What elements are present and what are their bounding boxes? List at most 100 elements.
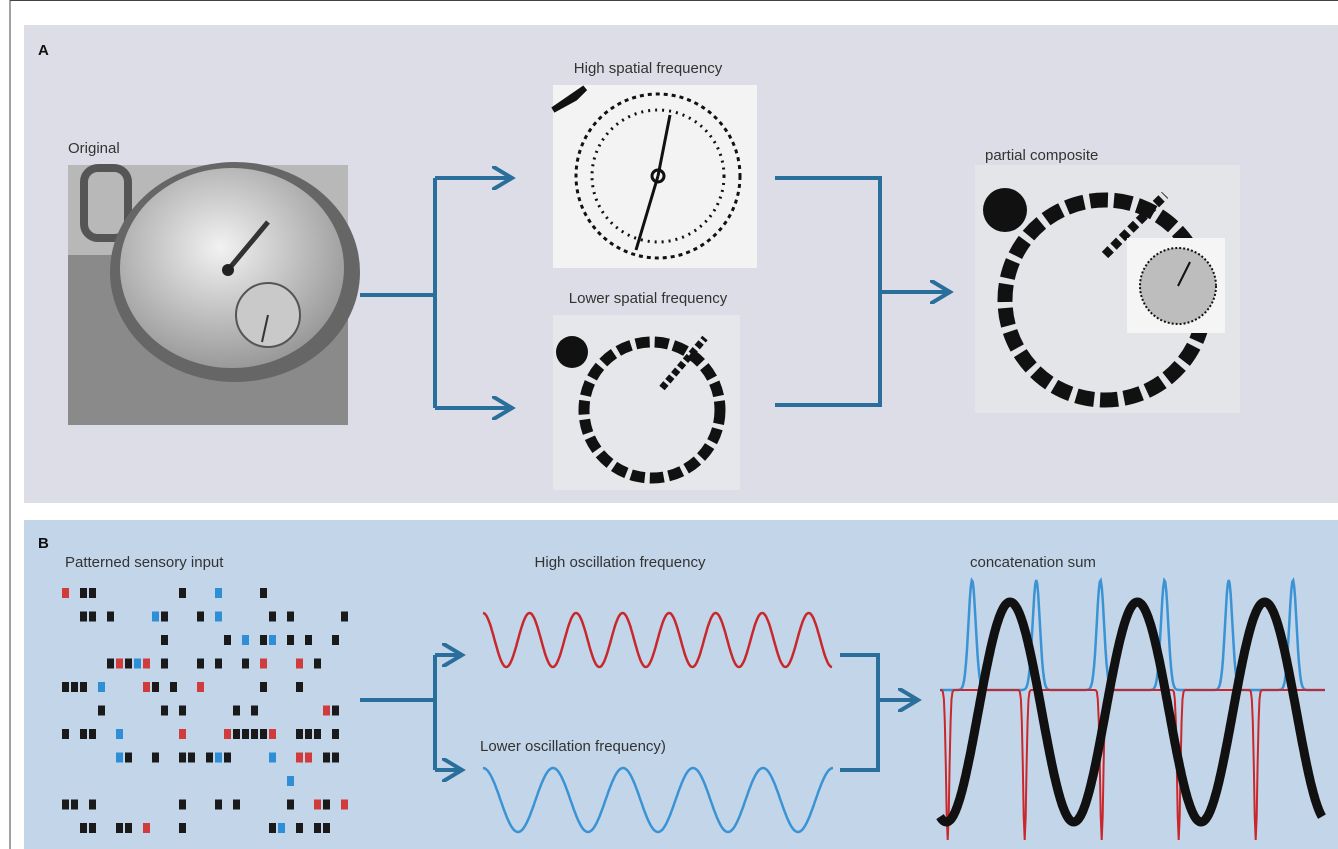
spike (197, 611, 204, 622)
spike (269, 611, 276, 622)
spike (215, 588, 222, 598)
spike (224, 635, 231, 645)
spike (71, 682, 78, 692)
spike (296, 682, 303, 692)
spike (323, 823, 330, 833)
spike (179, 823, 186, 833)
spike (215, 611, 222, 622)
spike (242, 658, 249, 669)
spike (116, 658, 123, 669)
spike (98, 682, 105, 692)
spike (332, 635, 339, 645)
waves (482, 577, 1326, 841)
spike (215, 752, 222, 763)
spike (179, 705, 186, 716)
spike (332, 729, 339, 739)
spike (89, 729, 96, 739)
connector (360, 178, 437, 408)
spike (80, 588, 87, 598)
wave (482, 766, 834, 834)
spike (62, 682, 69, 692)
spike (305, 635, 312, 645)
spike (305, 752, 312, 763)
spike (197, 682, 204, 692)
spike (341, 611, 348, 622)
spike (296, 752, 303, 763)
spike (314, 729, 321, 739)
spike (161, 635, 168, 645)
spike (197, 658, 204, 669)
spike (278, 823, 285, 833)
spike (89, 588, 96, 598)
spike (62, 729, 69, 739)
spike (62, 588, 69, 598)
wave (482, 611, 833, 669)
original-image (68, 162, 360, 425)
spike (107, 611, 114, 622)
spike (332, 705, 339, 716)
spike (296, 823, 303, 833)
caption: Lower spatial frequency (569, 290, 728, 307)
spike (269, 635, 276, 645)
spike (323, 752, 330, 763)
spike (143, 823, 150, 833)
spike (341, 799, 348, 810)
spike (71, 799, 78, 810)
spike (143, 658, 150, 669)
spike (125, 752, 132, 763)
spike (233, 729, 240, 739)
spike (125, 658, 132, 669)
spike (89, 611, 96, 622)
spike (125, 823, 132, 833)
spike (323, 705, 330, 716)
spike (152, 752, 159, 763)
spike (269, 823, 276, 833)
spike (233, 705, 240, 716)
spike (116, 729, 123, 739)
spike (260, 658, 267, 669)
panel-label: B (38, 535, 49, 552)
spike (224, 729, 231, 739)
spike (296, 658, 303, 669)
spike (314, 658, 321, 669)
spike (332, 752, 339, 763)
spike (287, 611, 294, 622)
composite-image (975, 165, 1240, 413)
spike (215, 658, 222, 669)
caption: Patterned sensory input (65, 554, 224, 571)
panel-label: A (38, 42, 49, 59)
spike (287, 776, 294, 786)
spike (215, 799, 222, 810)
spike (233, 799, 240, 810)
spike (260, 729, 267, 739)
spike (206, 752, 213, 763)
panel-b (24, 520, 1338, 849)
spike (251, 729, 258, 739)
spike (260, 588, 267, 598)
caption: High spatial frequency (574, 60, 723, 77)
caption: Lower oscillation frequency) (480, 738, 666, 755)
caption: concatenation sum (970, 554, 1096, 571)
spike (188, 752, 195, 763)
spike (242, 729, 249, 739)
wave (940, 689, 1325, 841)
spike (143, 682, 150, 692)
spike (80, 611, 87, 622)
spike (116, 823, 123, 833)
spike (80, 729, 87, 739)
connector (360, 655, 437, 770)
spike (98, 705, 105, 716)
spike (242, 635, 249, 645)
caption: High oscillation frequency (535, 554, 706, 571)
spike (314, 823, 321, 833)
caption: Original (68, 140, 120, 157)
spike (260, 635, 267, 645)
spike (287, 799, 294, 810)
spike (224, 752, 231, 763)
connector (840, 653, 880, 772)
wave (936, 597, 1326, 827)
spike (152, 682, 159, 692)
spike (179, 588, 186, 598)
low-frequency-image (553, 315, 740, 490)
